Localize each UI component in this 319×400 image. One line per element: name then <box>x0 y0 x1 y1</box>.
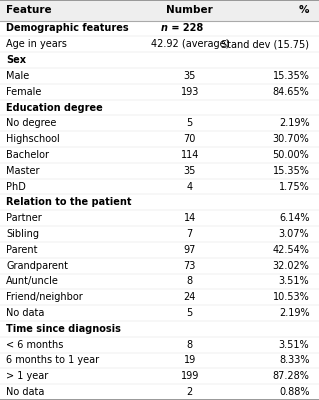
Text: Time since diagnosis: Time since diagnosis <box>6 324 121 334</box>
Text: No data: No data <box>6 308 45 318</box>
Text: Sibling: Sibling <box>6 229 39 239</box>
Text: Education degree: Education degree <box>6 102 103 112</box>
Text: 6.14%: 6.14% <box>279 213 309 223</box>
Text: 193: 193 <box>181 87 199 97</box>
Text: Master: Master <box>6 166 40 176</box>
Text: 15.35%: 15.35% <box>272 71 309 81</box>
Text: 97: 97 <box>184 245 196 255</box>
Text: 19: 19 <box>184 356 196 366</box>
Text: 5: 5 <box>187 308 193 318</box>
Text: > 1 year: > 1 year <box>6 371 48 381</box>
Text: No data: No data <box>6 387 45 397</box>
Text: 35: 35 <box>184 71 196 81</box>
Text: Aunt/uncle: Aunt/uncle <box>6 276 59 286</box>
Bar <box>0 0 319 20</box>
Text: 42.92 (average): 42.92 (average) <box>151 39 229 49</box>
Text: Feature: Feature <box>6 5 52 15</box>
Text: No degree: No degree <box>6 118 57 128</box>
Text: Demographic features: Demographic features <box>6 24 132 34</box>
Text: 8: 8 <box>187 276 193 286</box>
Text: Age in years: Age in years <box>6 39 67 49</box>
Text: 0.88%: 0.88% <box>279 387 309 397</box>
Text: 87.28%: 87.28% <box>272 371 309 381</box>
Text: 3.51%: 3.51% <box>279 340 309 350</box>
Text: 15.35%: 15.35% <box>272 166 309 176</box>
Text: 32.02%: 32.02% <box>272 261 309 271</box>
Text: 7: 7 <box>187 229 193 239</box>
Text: Male: Male <box>6 71 30 81</box>
Text: 73: 73 <box>184 261 196 271</box>
Text: 35: 35 <box>184 166 196 176</box>
Text: Sex: Sex <box>6 55 26 65</box>
Text: = 228: = 228 <box>168 24 204 34</box>
Text: 3.07%: 3.07% <box>279 229 309 239</box>
Text: Parent: Parent <box>6 245 38 255</box>
Text: 6 months to 1 year: 6 months to 1 year <box>6 356 100 366</box>
Text: 2.19%: 2.19% <box>279 118 309 128</box>
Text: Highschool: Highschool <box>6 134 60 144</box>
Text: Bachelor: Bachelor <box>6 150 49 160</box>
Text: 42.54%: 42.54% <box>272 245 309 255</box>
Text: Stand dev (15.75): Stand dev (15.75) <box>221 39 309 49</box>
Text: %: % <box>299 5 309 15</box>
Text: n: n <box>161 24 168 34</box>
Text: 10.53%: 10.53% <box>273 292 309 302</box>
Text: 5: 5 <box>187 118 193 128</box>
Text: 84.65%: 84.65% <box>273 87 309 97</box>
Text: Number: Number <box>167 5 213 15</box>
Text: 24: 24 <box>184 292 196 302</box>
Text: 8.33%: 8.33% <box>279 356 309 366</box>
Text: Grandparent: Grandparent <box>6 261 68 271</box>
Text: < 6 months: < 6 months <box>6 340 64 350</box>
Text: 3.51%: 3.51% <box>279 276 309 286</box>
Text: 30.70%: 30.70% <box>273 134 309 144</box>
Text: 14: 14 <box>184 213 196 223</box>
Text: PhD: PhD <box>6 182 26 192</box>
Text: 114: 114 <box>181 150 199 160</box>
Text: 4: 4 <box>187 182 193 192</box>
Text: Partner: Partner <box>6 213 42 223</box>
Text: Relation to the patient: Relation to the patient <box>6 197 132 207</box>
Text: 2: 2 <box>187 387 193 397</box>
Text: 8: 8 <box>187 340 193 350</box>
Text: 199: 199 <box>181 371 199 381</box>
Text: Friend/neighbor: Friend/neighbor <box>6 292 83 302</box>
Text: 50.00%: 50.00% <box>273 150 309 160</box>
Text: Female: Female <box>6 87 42 97</box>
Text: 70: 70 <box>184 134 196 144</box>
Text: 2.19%: 2.19% <box>279 308 309 318</box>
Text: 1.75%: 1.75% <box>279 182 309 192</box>
